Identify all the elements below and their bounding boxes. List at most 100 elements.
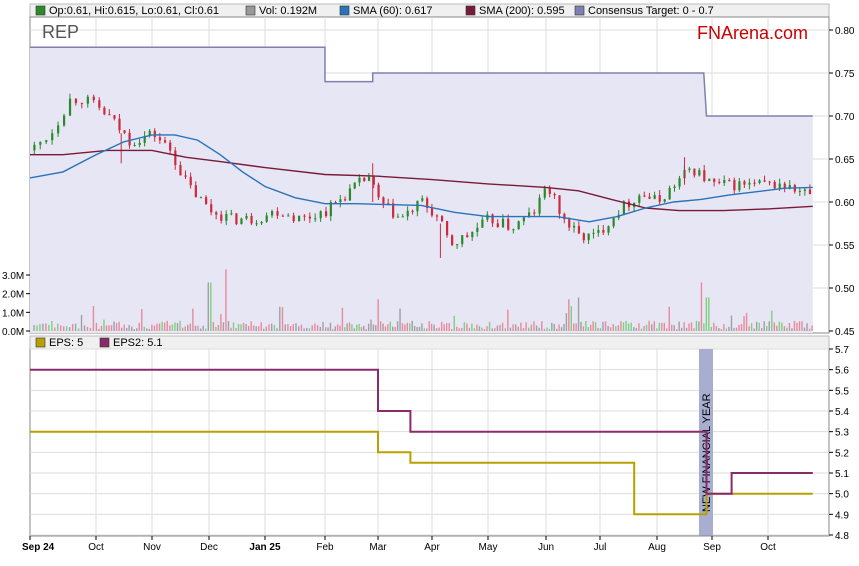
volume-bar [612, 324, 614, 331]
eps-tick-label: 5.5 [835, 386, 849, 397]
candle-body [143, 135, 146, 143]
candle-body [411, 210, 414, 212]
volume-bar [758, 322, 760, 331]
candle-body [39, 141, 42, 145]
volume-bar [625, 320, 627, 331]
candle-body [426, 198, 429, 208]
candle-body [230, 213, 233, 215]
volume-bar [587, 327, 589, 331]
eps-legend-swatch [35, 337, 46, 348]
volume-bar [481, 327, 483, 331]
candle-body [80, 103, 84, 105]
candle-body [138, 142, 141, 146]
volume-bar [179, 320, 181, 331]
candle-body [597, 230, 600, 233]
volume-bar [416, 327, 418, 331]
volume-bar [71, 324, 74, 331]
volume-bar [356, 324, 358, 331]
volume-bar [298, 326, 300, 331]
volume-bar [341, 307, 344, 331]
candle-body [33, 144, 36, 151]
volume-bar [743, 316, 745, 331]
candle-body [678, 178, 681, 187]
volume-bar [570, 306, 572, 331]
volume-bar [334, 326, 336, 331]
candle-body [461, 235, 464, 245]
volume-bar [763, 321, 765, 331]
price-tick-label: 0.65 [835, 155, 855, 166]
candle-body [512, 229, 515, 231]
candle-body [738, 181, 741, 191]
volume-bar [522, 328, 525, 331]
legend-swatch [245, 5, 256, 16]
volume-bar [463, 322, 466, 331]
volume-bar [723, 324, 725, 331]
volume-bar [468, 327, 471, 331]
candle-body [363, 177, 366, 181]
volume-bar [289, 326, 292, 331]
volume-bar [640, 328, 643, 331]
volume-bar [715, 326, 718, 331]
volume-bar [346, 323, 348, 331]
candle-body [446, 221, 449, 236]
volume-bar [54, 327, 56, 331]
candle-body [748, 182, 751, 185]
candle-body [421, 198, 424, 201]
volume-bar [695, 320, 698, 331]
volume-bar [308, 328, 311, 331]
volume-bar [348, 322, 351, 331]
volume-bar [553, 323, 555, 331]
candle-body [255, 223, 258, 225]
volume-bar [184, 326, 186, 331]
eps-tick-label: 5.2 [835, 448, 849, 459]
candle-body [648, 196, 651, 199]
candle-body [271, 211, 274, 216]
volume-bar [423, 328, 426, 331]
volume-bar [411, 320, 413, 331]
volume-bar [232, 322, 235, 331]
volume-bar [166, 320, 168, 331]
volume-bar [617, 325, 620, 331]
volume-bar [143, 326, 145, 331]
volume-bar [713, 322, 715, 331]
volume-bar [678, 321, 680, 331]
volume-bar [458, 328, 460, 331]
candle-body [74, 98, 78, 104]
volume-bar [648, 320, 650, 331]
volume-bar [548, 328, 551, 331]
candle-body [353, 182, 356, 189]
volume-bar [535, 325, 538, 331]
volume-bar [430, 323, 433, 331]
volume-bar [292, 324, 294, 331]
volume-bar [783, 326, 786, 331]
volume-bar [435, 328, 438, 331]
volume-bar [131, 326, 133, 331]
volume-bar [663, 322, 665, 331]
candle-body [194, 185, 197, 198]
sma60-line [29, 134, 813, 223]
legend-swatch [574, 5, 585, 16]
volume-bar [778, 321, 781, 331]
volume-bar [750, 323, 753, 331]
volume-bar [113, 321, 115, 331]
volume-bar [382, 323, 384, 331]
volume-bar [466, 323, 468, 331]
candle-body [466, 235, 469, 238]
eps-tick-label: 5.1 [835, 469, 849, 480]
volume-bar [685, 327, 688, 331]
candle-body [808, 189, 812, 195]
brand-logo-text: FNArena.com [697, 23, 808, 43]
candle-body [708, 178, 711, 182]
x-tick-label: Dec [200, 542, 218, 553]
volume-bar [45, 323, 47, 331]
volume-bar [577, 297, 580, 331]
volume-bar [720, 329, 723, 331]
eps-tick-label: 5.0 [835, 490, 849, 501]
volume-bar [379, 321, 382, 331]
volume-bar [125, 327, 128, 331]
volume-tick-label: 1.0M [2, 308, 24, 319]
volume-bar [671, 324, 673, 331]
volume-bar [509, 327, 512, 331]
volume-bar [215, 326, 217, 331]
